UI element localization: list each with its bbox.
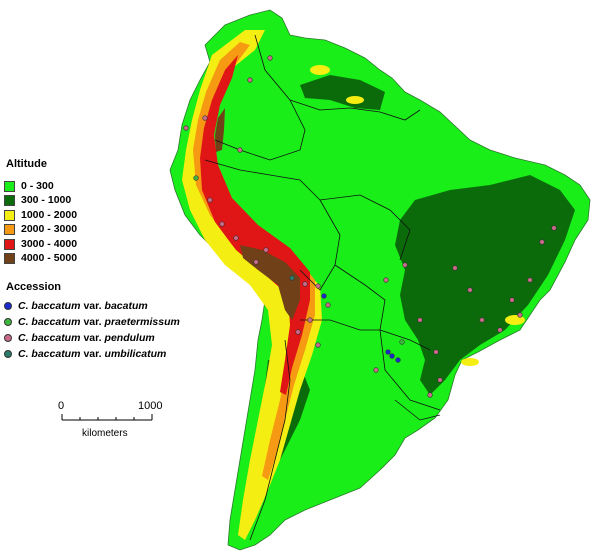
legend-variety: umbilicatum: [104, 348, 167, 360]
legend-altitude-item: 0 - 300: [4, 180, 54, 192]
accession-point: [253, 259, 259, 265]
highland-patch-4: [461, 358, 479, 366]
legend-accession-item: C. baccatum var. bacatum: [4, 300, 148, 312]
accession-point: [399, 339, 405, 345]
legend-dot: [4, 334, 12, 342]
accession-point: [315, 283, 321, 289]
accession-point: [509, 297, 515, 303]
legend-variety: pendulum: [104, 332, 155, 344]
legend-swatch: [4, 209, 15, 221]
region-300-1000-guiana: [300, 75, 385, 110]
accession-point: [267, 55, 273, 61]
accession-point: [527, 277, 533, 283]
accession-point: [237, 147, 243, 153]
accession-point: [202, 115, 208, 121]
legend-var-word: var.: [83, 300, 102, 312]
legend-var-word: var.: [83, 316, 102, 328]
legend-swatch: [4, 238, 15, 250]
accession-point: [207, 197, 213, 203]
accession-point: [539, 239, 545, 245]
accession-point: [467, 287, 473, 293]
accession-point: [295, 329, 301, 335]
legend-species: C. baccatum: [18, 316, 81, 328]
legend-dot: [4, 318, 12, 326]
legend-species: C. baccatum: [18, 332, 81, 344]
legend-label: 300 - 1000: [21, 194, 72, 206]
legend-variety: bacatum: [104, 300, 148, 312]
legend-altitude-item: 1000 - 2000: [4, 209, 77, 221]
accession-point: [437, 377, 443, 383]
scale-unit-label: kilometers: [82, 428, 128, 439]
legend-accession-title: Accession: [6, 281, 62, 293]
legend-altitude-item: 2000 - 3000: [4, 223, 77, 235]
accession-point: [325, 302, 331, 308]
legend-altitude-item: 4000 - 5000: [4, 252, 77, 264]
accession-point: [302, 281, 308, 287]
scale-end-label: 1000: [138, 400, 163, 412]
accession-point: [427, 392, 433, 398]
region-300-1000-brazil: [395, 175, 575, 395]
accession-point: [247, 77, 253, 83]
highland-patch-2: [346, 96, 364, 104]
legend-variety: praetermissum: [104, 316, 180, 328]
accession-point: [517, 312, 523, 318]
scale-bar: [61, 414, 153, 421]
accession-point: [193, 175, 199, 181]
accession-point: [315, 342, 321, 348]
legend-dot: [4, 350, 12, 358]
accession-point: [233, 235, 239, 241]
country-borders: [204, 34, 441, 541]
accession-point: [373, 367, 379, 373]
legend-label: 4000 - 5000: [21, 252, 78, 264]
accession-point: [395, 357, 401, 363]
legend-altitude-item: 3000 - 4000: [4, 238, 77, 250]
accession-point: [289, 275, 295, 281]
scale-start-label: 0: [58, 400, 65, 412]
accession-points: [183, 55, 557, 398]
legend-swatch: [4, 194, 15, 206]
legend-label: 2000 - 3000: [21, 223, 78, 235]
legend-label: 1000 - 2000: [21, 209, 78, 221]
accession-point: [263, 247, 269, 253]
legend-dot: [4, 302, 12, 310]
legend-swatch: [4, 252, 15, 264]
andes-3000-4000: [200, 55, 310, 395]
accession-point: [321, 293, 327, 299]
accession-point: [479, 317, 485, 323]
highland-patch-1: [310, 65, 330, 75]
andes-1000-2000: [182, 30, 322, 540]
accession-point: [417, 317, 423, 323]
legend-accession-item: C. baccatum var. pendulum: [4, 332, 155, 344]
accession-point: [307, 317, 313, 323]
legend-swatch: [4, 223, 15, 235]
legend-var-word: var.: [83, 348, 102, 360]
accession-point: [383, 277, 389, 283]
accession-point: [497, 327, 503, 333]
legend-label: 3000 - 4000: [21, 238, 78, 250]
legend-altitude-title: Altitude: [6, 158, 47, 170]
accession-point: [183, 125, 189, 131]
accession-point: [385, 349, 391, 355]
legend-species: C. baccatum: [18, 348, 81, 360]
accession-point: [402, 262, 408, 268]
accession-point: [551, 225, 557, 231]
legend-var-word: var.: [83, 332, 102, 344]
legend-accession-item: C. baccatum var. praetermissum: [4, 316, 180, 328]
accession-point: [219, 221, 225, 227]
legend-accession-item: C. baccatum var. umbilicatum: [4, 348, 166, 360]
legend-swatch: [4, 180, 15, 192]
accession-point: [433, 349, 439, 355]
legend-label: 0 - 300: [21, 180, 54, 192]
legend-species: C. baccatum: [18, 300, 81, 312]
accession-point: [389, 353, 395, 359]
legend-altitude-item: 300 - 1000: [4, 194, 71, 206]
accession-point: [452, 265, 458, 271]
